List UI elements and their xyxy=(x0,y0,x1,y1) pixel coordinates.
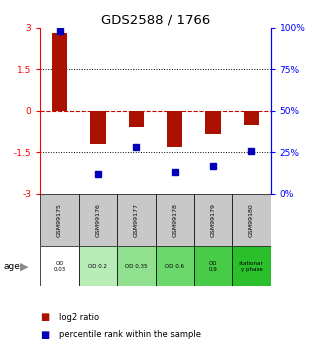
Bar xyxy=(117,246,156,286)
Bar xyxy=(79,194,117,246)
Bar xyxy=(194,194,232,246)
Text: percentile rank within the sample: percentile rank within the sample xyxy=(59,330,201,339)
Bar xyxy=(232,194,271,246)
Bar xyxy=(90,111,106,144)
Text: GSM99179: GSM99179 xyxy=(211,203,216,237)
Text: OD
0.03: OD 0.03 xyxy=(53,261,66,272)
Text: stationar
y phase: stationar y phase xyxy=(239,261,264,272)
Text: GSM99175: GSM99175 xyxy=(57,203,62,237)
Bar xyxy=(232,246,271,286)
Text: ▶: ▶ xyxy=(20,261,29,271)
Text: GSM99177: GSM99177 xyxy=(134,203,139,237)
Bar xyxy=(52,33,67,111)
Text: log2 ratio: log2 ratio xyxy=(59,313,99,322)
Text: OD
0.9: OD 0.9 xyxy=(209,261,217,272)
Bar xyxy=(156,246,194,286)
Text: GSM99180: GSM99180 xyxy=(249,203,254,237)
Bar xyxy=(244,111,259,125)
Bar xyxy=(79,246,117,286)
Bar xyxy=(156,194,194,246)
Bar xyxy=(117,194,156,246)
Text: ■: ■ xyxy=(40,330,50,339)
Text: ■: ■ xyxy=(40,313,50,322)
Title: GDS2588 / 1766: GDS2588 / 1766 xyxy=(101,13,210,27)
Bar xyxy=(129,111,144,127)
Bar xyxy=(194,246,232,286)
Bar xyxy=(167,111,182,147)
Bar xyxy=(40,246,79,286)
Text: OD 0.6: OD 0.6 xyxy=(165,264,184,269)
Text: GSM99176: GSM99176 xyxy=(95,203,100,237)
Bar xyxy=(40,194,79,246)
Bar xyxy=(205,111,221,134)
Text: GSM99178: GSM99178 xyxy=(172,203,177,237)
Text: OD 0.2: OD 0.2 xyxy=(88,264,108,269)
Text: age: age xyxy=(3,262,20,271)
Text: OD 0.35: OD 0.35 xyxy=(125,264,148,269)
